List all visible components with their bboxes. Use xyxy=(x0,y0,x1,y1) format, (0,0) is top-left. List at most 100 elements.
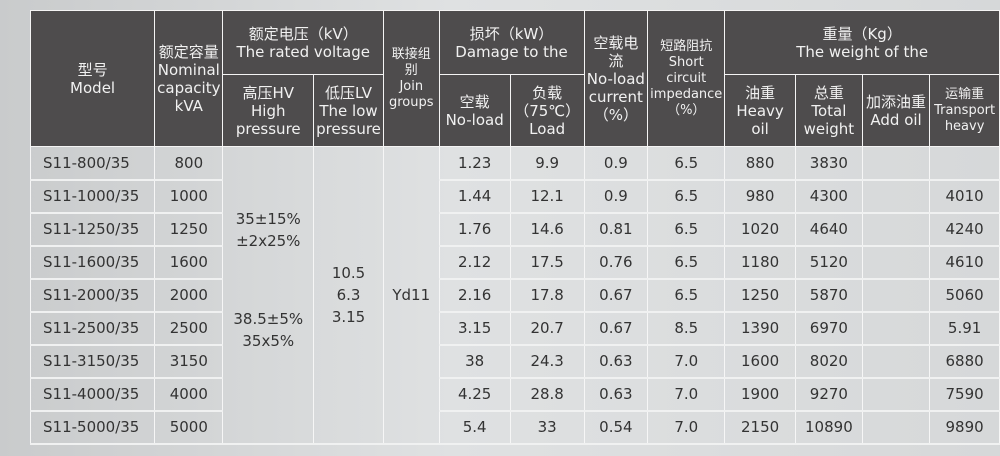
header-heavy-oil: 油重 Heavy oil xyxy=(724,74,796,147)
cell-capacity: 3150 xyxy=(154,344,224,379)
cell-heavy-oil: 1180 xyxy=(724,245,796,280)
cell-total: 5120 xyxy=(794,245,863,280)
cell-transport: 6880 xyxy=(929,344,1000,379)
table-row: S11-2500/35 2500 3.15 20.7 0.67 8.5 1390… xyxy=(29,311,1000,346)
cell-add-oil xyxy=(861,410,931,445)
cell-model: S11-1600/35 xyxy=(29,245,156,280)
cell-transport: 5060 xyxy=(929,278,1000,313)
cell-heavy-oil: 980 xyxy=(724,179,796,214)
cell-current: 0.76 xyxy=(583,245,649,280)
table-row: S11-4000/35 4000 4.25 28.8 0.63 7.0 1900… xyxy=(29,377,1000,412)
cell-noload: 4.25 xyxy=(438,377,511,412)
cell-noload: 5.4 xyxy=(438,410,511,445)
header-add-oil: 加添油重 Add oil xyxy=(861,74,931,147)
cell-heavy-oil: 1390 xyxy=(724,311,796,346)
cell-capacity: 2500 xyxy=(154,311,224,346)
cell-current: 0.67 xyxy=(583,311,649,346)
cell-impedance: 8.5 xyxy=(647,311,726,346)
table-row: S11-3150/35 3150 38 24.3 0.63 7.0 1600 8… xyxy=(29,344,1000,379)
cell-impedance: 7.0 xyxy=(647,377,726,412)
cell-transport xyxy=(929,146,1000,181)
header-load: 负载 （75℃） Load xyxy=(509,74,585,147)
cell-total: 4300 xyxy=(794,179,863,214)
table-row: S11-1000/35 1000 1.44 12.1 0.9 6.5 980 4… xyxy=(29,179,1000,214)
cell-add-oil xyxy=(861,377,931,412)
cell-noload: 2.16 xyxy=(438,278,511,313)
cell-heavy-oil: 1020 xyxy=(724,212,796,247)
table-row: S11-1250/35 1250 1.76 14.6 0.81 6.5 1020… xyxy=(29,212,1000,247)
header-capacity: 额定容量 Nominal capacity kVA xyxy=(154,10,224,147)
cell-capacity: 2000 xyxy=(154,278,224,313)
cell-noload: 2.12 xyxy=(438,245,511,280)
cell-load: 12.1 xyxy=(509,179,585,214)
cell-transport: 5.91 xyxy=(929,311,1000,346)
cell-total: 10890 xyxy=(794,410,863,445)
cell-impedance: 7.0 xyxy=(647,410,726,445)
cell-impedance: 6.5 xyxy=(647,278,726,313)
cell-impedance: 7.0 xyxy=(647,344,726,379)
cell-current: 0.67 xyxy=(583,278,649,313)
cell-total: 8020 xyxy=(794,344,863,379)
cell-impedance: 6.5 xyxy=(647,245,726,280)
cell-current: 0.9 xyxy=(583,146,649,181)
cell-noload: 1.23 xyxy=(438,146,511,181)
cell-model: S11-1000/35 xyxy=(29,179,156,214)
transformer-spec-table: 型号 Model 额定容量 Nominal capacity kVA 额定电压（kV） T… xyxy=(29,10,1000,445)
cell-add-oil xyxy=(861,278,931,313)
header-noload: 空载 No-load xyxy=(438,74,511,147)
cell-transport: 4240 xyxy=(929,212,1000,247)
cell-capacity: 5000 xyxy=(154,410,224,445)
cell-heavy-oil: 1250 xyxy=(724,278,796,313)
header-total-weight: 总重 Total weight xyxy=(794,74,863,147)
cell-load: 33 xyxy=(509,410,585,445)
cell-total: 5870 xyxy=(794,278,863,313)
cell-current: 0.54 xyxy=(583,410,649,445)
cell-load: 28.8 xyxy=(509,377,585,412)
header-join-groups: 联接组别 Join groups xyxy=(383,10,440,147)
cell-capacity: 4000 xyxy=(154,377,224,412)
cell-impedance: 6.5 xyxy=(647,179,726,214)
header-rated-voltage: 额定电压（kV） The rated voltage xyxy=(222,10,385,75)
header-noload-current: 空载电流 No-load current （%） xyxy=(583,10,649,147)
cell-noload: 1.76 xyxy=(438,212,511,247)
cell-model: S11-800/35 xyxy=(29,146,156,181)
header-hv: 高压HV High pressure xyxy=(222,74,315,147)
cell-capacity: 800 xyxy=(154,146,224,181)
cell-add-oil xyxy=(861,245,931,280)
cell-model: S11-5000/35 xyxy=(29,410,156,445)
cell-capacity: 1000 xyxy=(154,179,224,214)
cell-add-oil xyxy=(861,344,931,379)
cell-load: 14.6 xyxy=(509,212,585,247)
header-transport-heavy: 运输重 Transport heavy xyxy=(929,74,1000,147)
cell-impedance: 6.5 xyxy=(647,212,726,247)
cell-current: 0.9 xyxy=(583,179,649,214)
cell-heavy-oil: 2150 xyxy=(724,410,796,445)
cell-model: S11-3150/35 xyxy=(29,344,156,379)
table-row: S11-800/35 800 35±15% ±2x25% 38.5±5% 35x5%… xyxy=(29,146,1000,445)
cell-total: 9270 xyxy=(794,377,863,412)
header-damage: 损坏（kW） Damage to the xyxy=(438,10,585,75)
cell-model: S11-2000/35 xyxy=(29,278,156,313)
cell-transport: 4610 xyxy=(929,245,1000,280)
cell-heavy-oil: 880 xyxy=(724,146,796,181)
header-impedance: 短路阻抗 Short circuit impedance （%） xyxy=(647,10,726,147)
cell-load: 17.5 xyxy=(509,245,585,280)
cell-transport: 7590 xyxy=(929,377,1000,412)
cell-noload: 1.44 xyxy=(438,179,511,214)
table-row: S11-5000/35 5000 5.4 33 0.54 7.0 2150 10… xyxy=(29,410,1000,445)
cell-heavy-oil: 1600 xyxy=(724,344,796,379)
cell-join-group-merged: Yd11 xyxy=(383,146,440,445)
cell-current: 0.63 xyxy=(583,344,649,379)
cell-load: 20.7 xyxy=(509,311,585,346)
cell-model: S11-1250/35 xyxy=(29,212,156,247)
cell-noload: 3.15 xyxy=(438,311,511,346)
table-row: S11-1600/35 1600 2.12 17.5 0.76 6.5 1180… xyxy=(29,245,1000,280)
header-lv: 低压LV The low pressure xyxy=(313,74,385,147)
cell-add-oil xyxy=(861,311,931,346)
cell-total: 4640 xyxy=(794,212,863,247)
cell-current: 0.81 xyxy=(583,212,649,247)
header-weight: 重量（Kg） The weight of the xyxy=(724,10,1000,75)
cell-capacity: 1600 xyxy=(154,245,224,280)
cell-model: S11-4000/35 xyxy=(29,377,156,412)
